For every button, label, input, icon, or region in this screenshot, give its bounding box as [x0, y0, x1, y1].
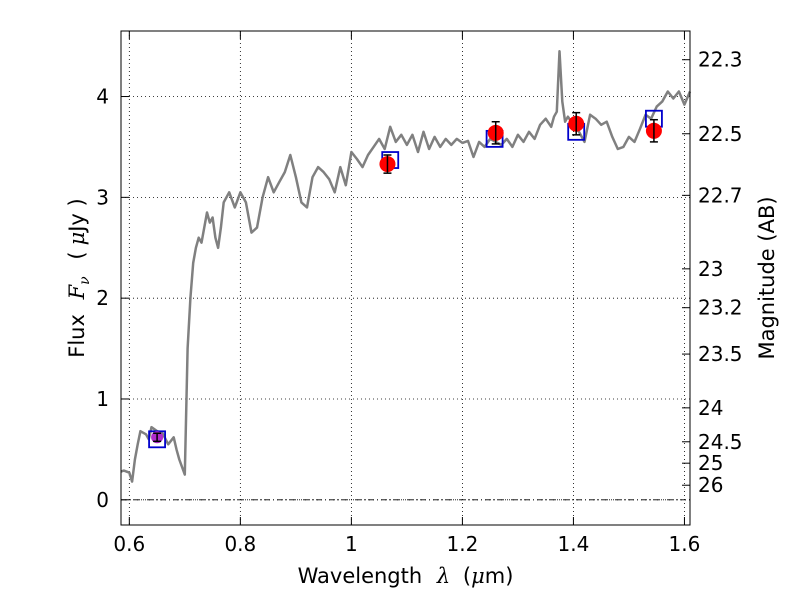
- observed-points: [151, 111, 662, 444]
- y-tick-label: 1: [96, 387, 109, 411]
- y-axis-label-unit: Jy ): [65, 198, 89, 234]
- right-tick-label: 24.5: [698, 430, 743, 454]
- right-axis-label: Magnitude (AB): [755, 196, 779, 359]
- axis-ticks: 0.6 0.8 1 1.2 1.4 1.60123422.322.522.72323.22…: [96, 31, 743, 556]
- y-axis-label-open: (: [65, 251, 89, 259]
- grid: [121, 31, 690, 525]
- x-axis-label-open: (: [463, 564, 471, 588]
- y-axis-label-prefix: Flux: [65, 314, 89, 358]
- x-tick-label: 1.6: [669, 532, 701, 556]
- right-tick-label: 25: [698, 451, 723, 475]
- right-tick-label: 26: [698, 473, 723, 497]
- right-tick-label: 22.3: [698, 48, 743, 72]
- y-axis-label-mu: μ: [65, 232, 89, 246]
- y-axis-label-subscript: ν: [77, 276, 93, 285]
- y-tick-label: 0: [96, 488, 109, 512]
- x-tick-label: 0.8: [224, 532, 256, 556]
- right-tick-label: 22.7: [698, 183, 743, 207]
- right-tick-label: 22.5: [698, 122, 743, 146]
- x-tick-label: 1.4: [558, 532, 590, 556]
- x-axis-label: Wavelength λ (μm): [298, 564, 514, 588]
- model-points: [148, 109, 663, 449]
- x-axis-label-unit: m): [485, 564, 514, 588]
- y-tick-label: 3: [96, 185, 109, 209]
- model-spectrum-line: [120, 49, 692, 483]
- x-tick-label: 1: [345, 532, 358, 556]
- x-tick-label: 1.2: [446, 532, 478, 556]
- y-axis-label: Flux Fν ( μJy ): [65, 198, 94, 357]
- right-tick-label: 24: [698, 396, 723, 420]
- x-axis-label-symbol: λ: [436, 564, 450, 588]
- y-tick-label: 2: [96, 286, 109, 310]
- y-axis-label-symbol: F: [65, 283, 89, 300]
- x-tick-label: 0.6: [113, 532, 145, 556]
- right-tick-label: 23.5: [698, 342, 743, 366]
- x-axis-label-mu: μ: [471, 564, 485, 588]
- y-tick-label: 4: [96, 85, 109, 109]
- x-axis-label-prefix: Wavelength: [298, 564, 423, 588]
- right-tick-label: 23.2: [698, 296, 743, 320]
- right-tick-label: 23: [698, 257, 723, 281]
- plot-frame: [120, 30, 691, 526]
